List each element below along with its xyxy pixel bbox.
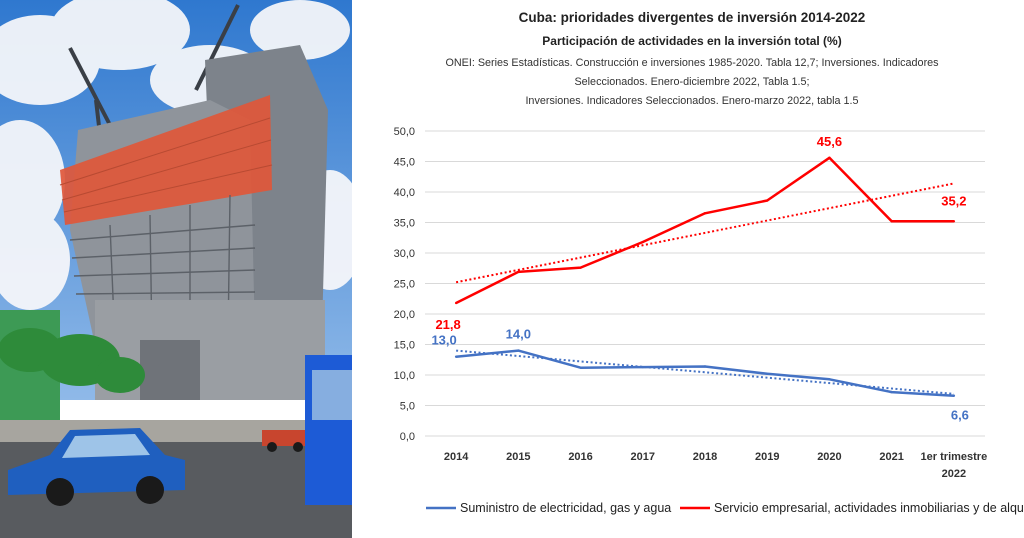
data-labels: 13,0 14,0 6,6 21,8 45,6 35,2: [431, 134, 968, 423]
legend: Suministro de electricidad, gas y agua S…: [426, 501, 1024, 515]
series-line-1: [455, 156, 954, 305]
trendline-1: [455, 182, 955, 284]
chart-source-line-2: Seleccionados. Enero-diciembre 2022, Tab…: [574, 76, 809, 88]
x-tick-label: 2021: [879, 451, 903, 463]
x-axis-ticks: 2014 2015 2016 2017 2018 2019 2020 2021 1er trim…: [444, 451, 987, 480]
line-chart: Cuba: prioridades divergentes de inversi…: [394, 10, 1024, 515]
data-point: [517, 349, 520, 352]
data-point: [641, 240, 644, 244]
y-tick-label: 40,0: [394, 187, 415, 199]
y-tick-label: 5,0: [400, 401, 415, 413]
x-tick-label: 2014: [444, 451, 469, 463]
data-point: [703, 212, 707, 215]
y-tick-label: 35,0: [394, 218, 415, 230]
series-line-0: [455, 349, 954, 397]
y-tick-label: 25,0: [394, 279, 415, 291]
data-label: 35,2: [941, 193, 966, 208]
data-label: 13,0: [431, 333, 456, 348]
gridlines: [425, 130, 985, 437]
data-point: [454, 301, 458, 305]
building: [59, 45, 328, 400]
y-axis-ticks: 0,0 5,0 10,0 15,0 20,0 25,0 30,0 35,0 40,0 45,0 50…: [394, 126, 415, 443]
car-icon: [8, 428, 185, 506]
data-point: [517, 270, 520, 274]
data-point: [454, 355, 458, 358]
bus-icon: [305, 355, 352, 505]
data-point: [766, 199, 769, 202]
series-lines: [454, 156, 956, 397]
chart-source-line-1: ONEI: Series Estadísticas. Construcción …: [445, 57, 939, 69]
car-icon: [262, 430, 306, 452]
data-point: [952, 220, 956, 223]
data-label: 14,0: [506, 327, 531, 342]
data-point: [703, 365, 707, 368]
x-tick-label: 2019: [755, 451, 779, 463]
data-point: [828, 378, 831, 381]
x-tick-label: 2017: [631, 451, 655, 463]
y-tick-label: 15,0: [394, 340, 415, 352]
data-point: [952, 394, 956, 397]
y-tick-label: 50,0: [394, 126, 415, 138]
data-point: [890, 220, 893, 223]
data-point: [890, 390, 893, 394]
x-tick-label: 1er trimestre: [921, 451, 988, 463]
data-point: [766, 372, 769, 375]
chart-source-line-3: Inversiones. Indicadores Seleccionados. …: [525, 95, 858, 107]
legend-label-electricidad: Suministro de electricidad, gas y agua: [460, 501, 671, 515]
y-tick-label: 0,0: [400, 431, 415, 443]
data-label: 21,8: [435, 317, 460, 332]
chart-subtitle: Participación de actividades en la inver…: [542, 34, 841, 48]
y-tick-label: 45,0: [394, 157, 415, 169]
x-tick-label: 2015: [506, 451, 530, 463]
data-point: [579, 366, 582, 369]
y-tick-label: 20,0: [394, 309, 415, 321]
x-tick-label: 2016: [568, 451, 592, 463]
data-point: [579, 266, 582, 269]
trendline-0: [456, 349, 954, 395]
data-point: [828, 156, 831, 160]
legend-label-servicio: Servicio empresarial, actividades inmobi…: [714, 501, 1024, 515]
trendlines: [455, 182, 955, 395]
x-tick-label: 2022: [942, 468, 966, 480]
data-label: 6,6: [951, 408, 969, 423]
x-tick-label: 2018: [693, 451, 717, 463]
y-tick-label: 10,0: [394, 370, 415, 382]
chart-panel: Cuba: prioridades divergentes de inversi…: [360, 0, 1024, 538]
data-label: 45,6: [817, 134, 842, 149]
construction-photo: [0, 0, 352, 538]
x-tick-label: 2020: [817, 451, 841, 463]
trees: [0, 328, 145, 393]
y-tick-label: 30,0: [394, 248, 415, 260]
data-point: [641, 365, 644, 369]
chart-title: Cuba: prioridades divergentes de inversi…: [519, 10, 866, 25]
